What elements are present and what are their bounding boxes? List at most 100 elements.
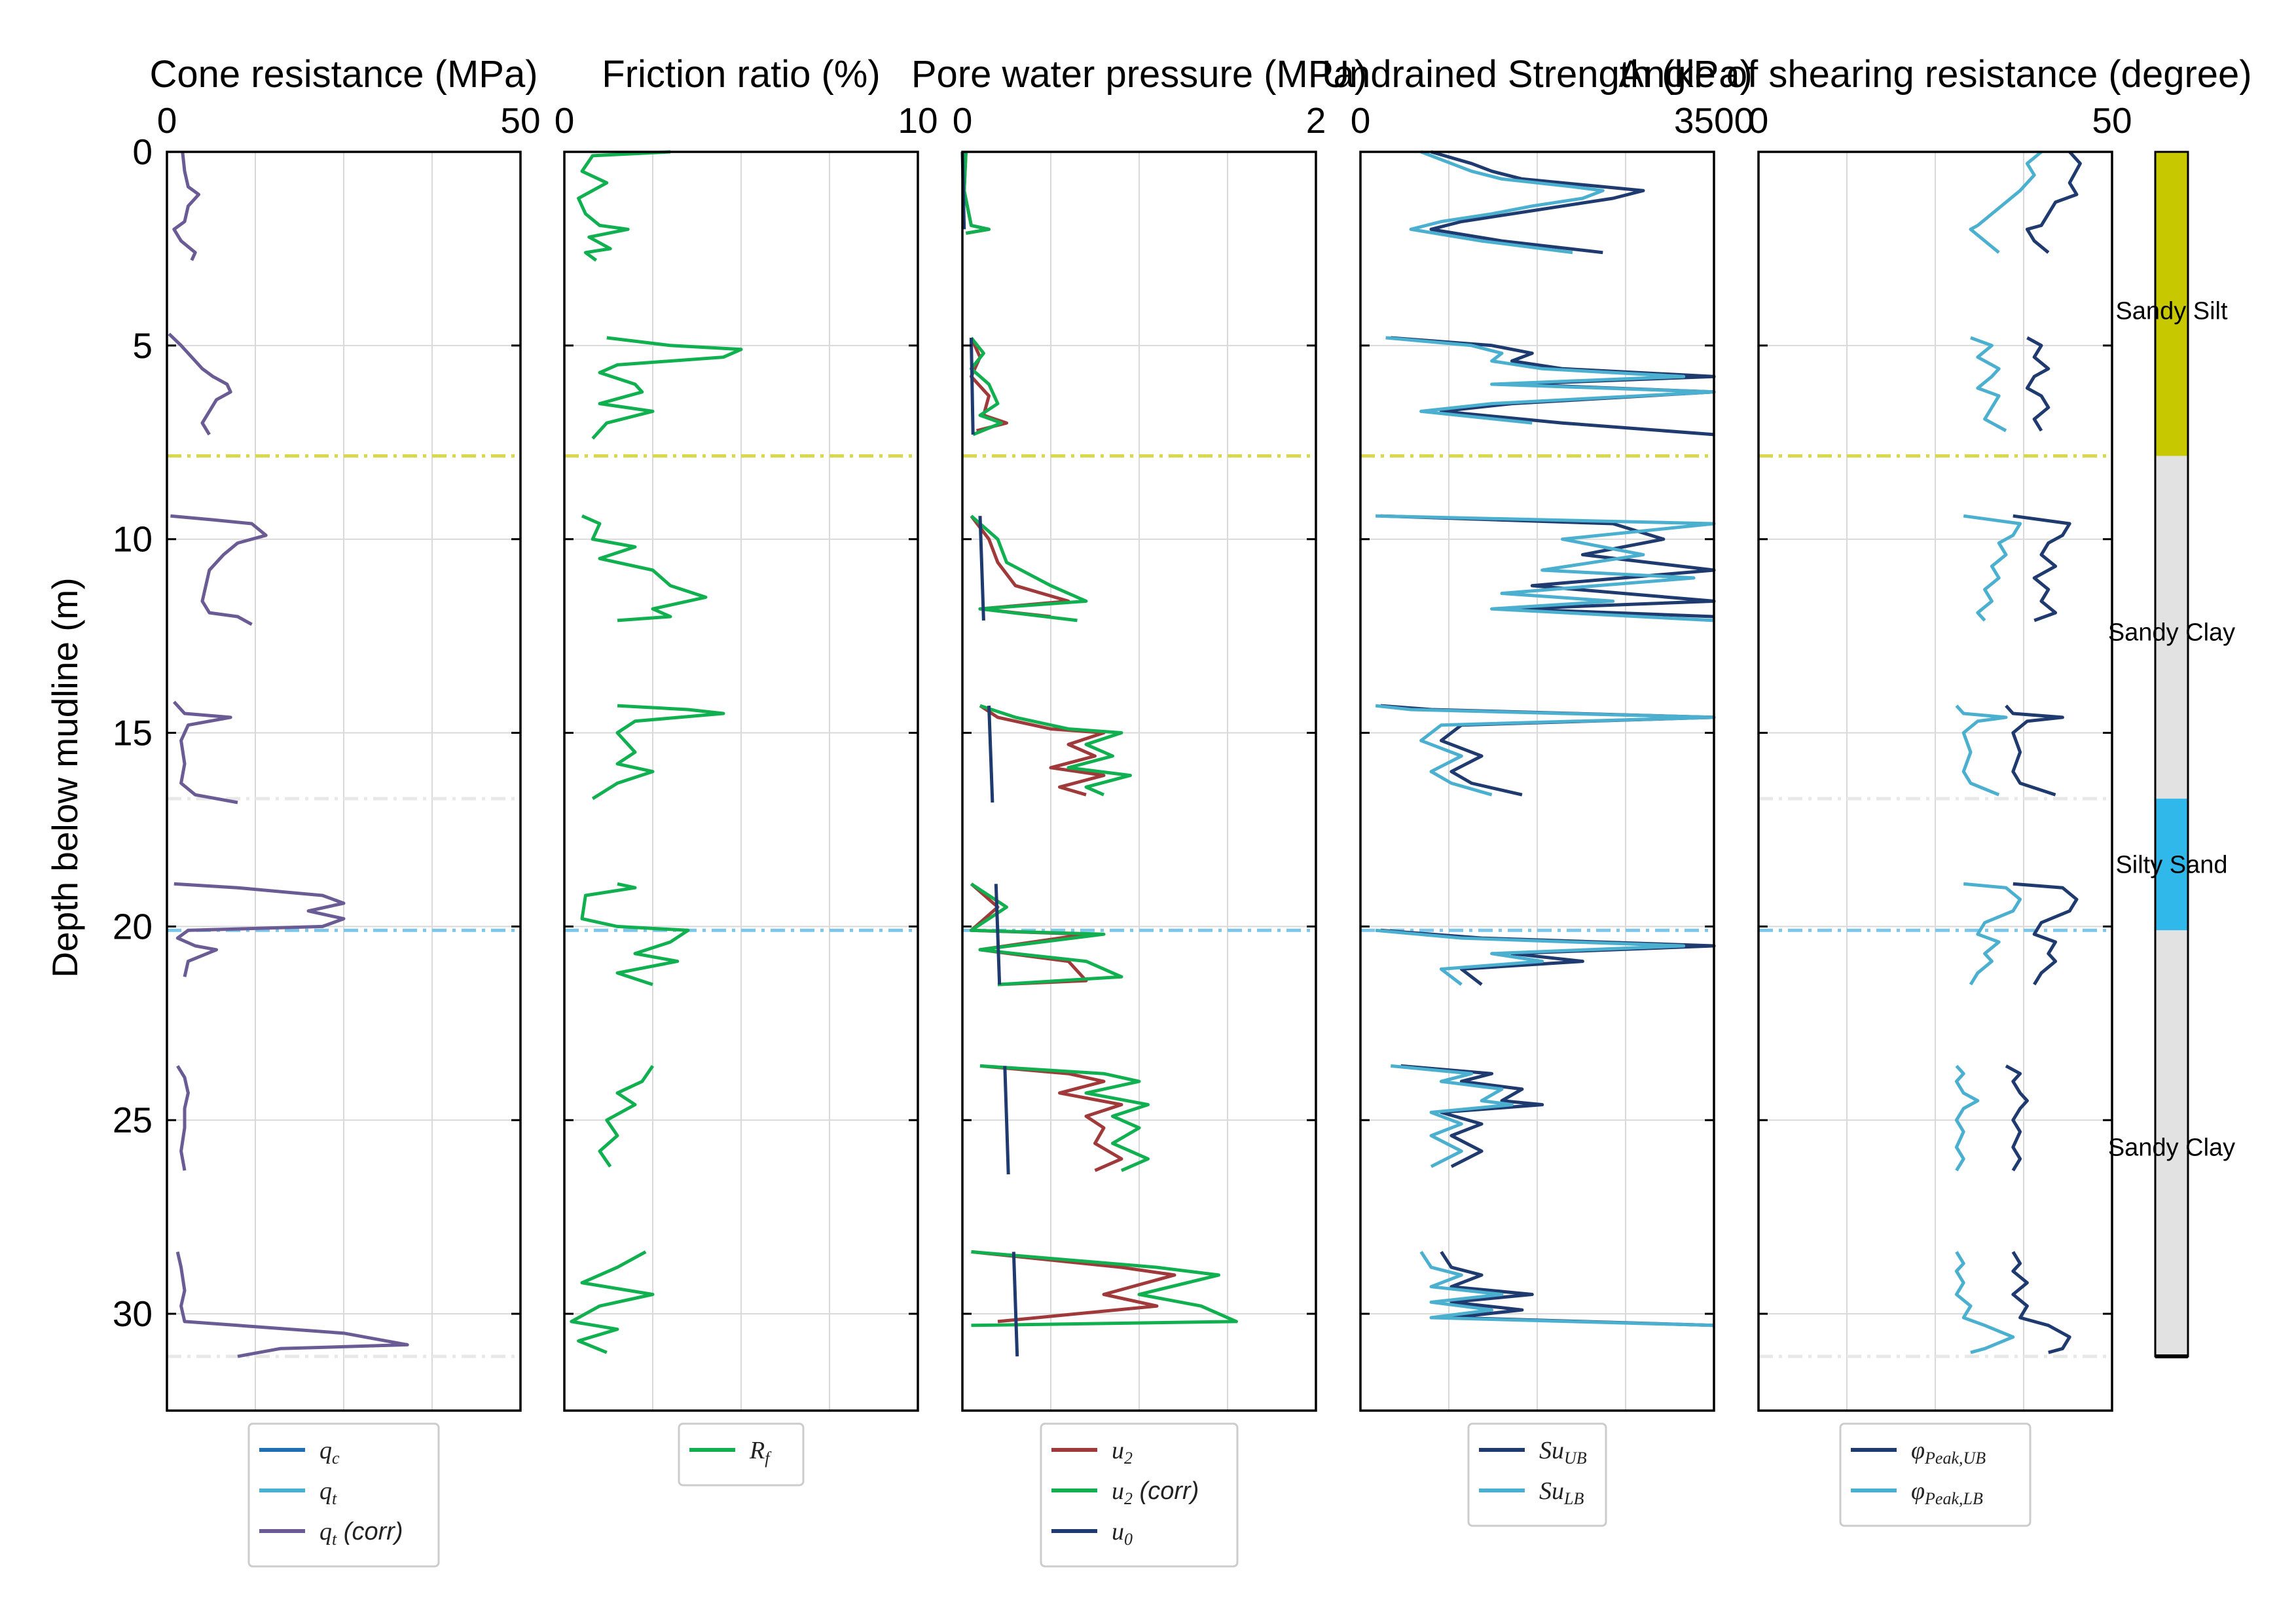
series-line: [979, 704, 1132, 797]
y-tick-label: 30: [113, 1293, 153, 1334]
legend: qc qt qt (corr): [247, 1422, 440, 1568]
panel-title: Friction ratio (%): [602, 53, 880, 96]
grid: [1360, 152, 1714, 1411]
series--peak-ub: [2005, 151, 2082, 1354]
series-line: [2013, 514, 2071, 623]
series-line: [170, 514, 268, 626]
series-line: [1429, 150, 1645, 255]
legend-label: SuUB: [1539, 1437, 1587, 1468]
panel-frame: [1359, 151, 1715, 1412]
series-line: [581, 514, 708, 623]
panel-frame: [1757, 151, 2113, 1412]
x-tick-label: 3500: [1674, 100, 1754, 141]
legend-box: [1467, 1422, 1607, 1527]
soil-layer: [2155, 456, 2188, 799]
grid: [167, 152, 520, 1411]
series-line: [2011, 1251, 2071, 1354]
series-line: [970, 514, 1088, 623]
series-line: [979, 704, 1106, 797]
series-line: [1970, 336, 2007, 433]
series-line: [1419, 1251, 1715, 1327]
series-line: [173, 882, 346, 977]
x-tick-label: 10: [898, 100, 938, 141]
y-tick-label: 5: [132, 325, 153, 366]
series-line: [1955, 704, 2008, 797]
panel-title: Pore water pressure (MPa): [911, 53, 1367, 96]
series-line: [591, 704, 725, 801]
series-line: [970, 337, 975, 435]
series-line: [962, 151, 991, 235]
x-tick-label: 0: [1749, 100, 1769, 141]
series-line: [1375, 928, 1686, 986]
series-line: [1380, 928, 1716, 986]
series-line: [591, 336, 743, 440]
series-line: [1011, 1252, 1019, 1357]
soil-layer-label: Sandy Clay: [2108, 1134, 2235, 1162]
series-line: [172, 151, 201, 261]
legend-label: u0: [1112, 1518, 1133, 1549]
series-line: [1963, 882, 2022, 986]
series-line: [1375, 704, 1716, 797]
soil-layer: [2155, 799, 2188, 931]
legend: SuUB SuLB: [1467, 1422, 1607, 1527]
series-line: [168, 333, 232, 436]
x-tick-label: 0: [1351, 100, 1371, 141]
series-line: [2005, 1064, 2029, 1172]
y-tick-label: 20: [113, 906, 153, 947]
soil-column: Sandy Silt Sandy Clay Silty Sand Sandy Clay: [2108, 151, 2235, 1359]
series-line: [978, 516, 985, 621]
legend-label: qc: [319, 1437, 340, 1468]
soil-layer-label: Sandy Silt: [2115, 298, 2228, 325]
panel-frame: [166, 151, 522, 1412]
soil-layer-label: Sandy Clay: [2108, 619, 2235, 647]
series-line: [1003, 1066, 1010, 1175]
x-tick-label: 0: [555, 100, 575, 141]
series-line: [1954, 1064, 1980, 1172]
panel-title: Undrained Strength (kPa): [1322, 53, 1753, 96]
legend-label: SuLB: [1539, 1477, 1584, 1508]
series-line: [172, 700, 238, 804]
series-line: [2013, 882, 2079, 986]
legend: Rf: [678, 1422, 805, 1487]
series-line: [570, 1250, 655, 1354]
series-line: [175, 1251, 409, 1358]
panel-title: Cone resistance (MPa): [149, 53, 538, 96]
panel-title: Angle of shearing resistance (degree): [1618, 53, 2251, 96]
x-tick-label: 50: [500, 100, 540, 141]
legend-label: u2: [1112, 1437, 1133, 1468]
x-tick-label: 0: [157, 100, 177, 141]
legend-label: Rf: [749, 1437, 772, 1468]
legend-box: [678, 1422, 805, 1487]
soil-layer: [2155, 930, 2188, 1357]
legend-label: u2 (corr): [1112, 1477, 1199, 1508]
series-line: [970, 336, 1003, 437]
series-line: [1409, 150, 1605, 255]
y-tick-label: 0: [132, 132, 153, 172]
legend-box: [1839, 1422, 2032, 1527]
series-line: [971, 1250, 1176, 1324]
series-line: [994, 884, 1002, 985]
y-tick-label: 10: [113, 519, 153, 560]
series-line: [987, 706, 994, 803]
y-tick-label: 25: [113, 1100, 153, 1140]
panel-2: 0 10 Friction ratio (%) Rf: [555, 53, 938, 1487]
series-q-t-corr-: [168, 151, 409, 1358]
series-line: [979, 1064, 1150, 1172]
panel-frame: [961, 151, 1317, 1412]
series-line: [979, 1064, 1123, 1172]
y-tick-label: 15: [113, 713, 153, 753]
series-su-lb: [1375, 150, 1716, 1327]
series-line: [1385, 336, 1716, 425]
soil-layer-label: Silty Sand: [2115, 852, 2227, 879]
series-line: [970, 514, 1070, 619]
series-line: [1954, 1251, 2015, 1354]
legend-label: φPeak,LB: [1911, 1477, 1983, 1508]
series-line: [1440, 1251, 1715, 1327]
series-line: [2025, 336, 2050, 432]
series-line: [2025, 151, 2082, 254]
